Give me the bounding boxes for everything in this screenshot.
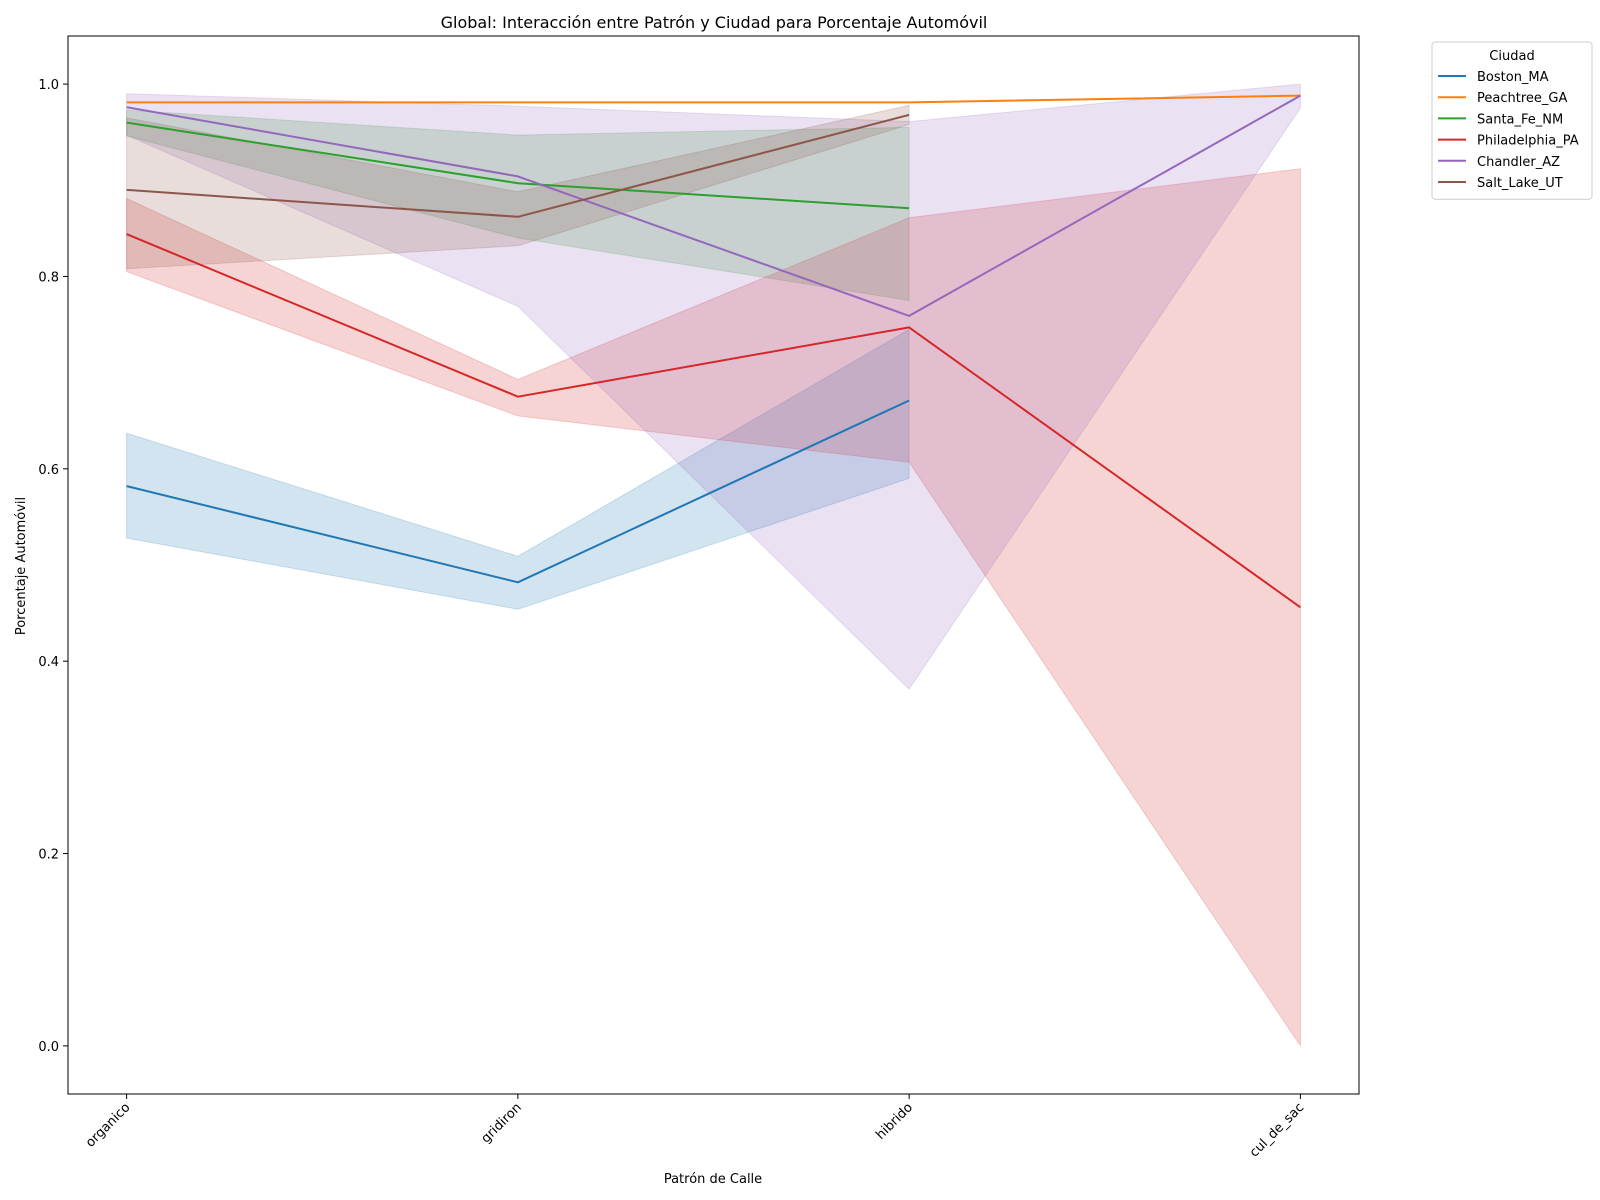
series-line-salt-lake-ut <box>126 113 910 218</box>
y-axis: 0.0 0.2 0.4 0.6 0.8 1.0 <box>38 78 68 1055</box>
y-tick-label: 0.0 <box>38 1040 59 1055</box>
legend-entry: Santa_Fe_NM <box>1477 112 1563 127</box>
series-line-philadelphia-pa <box>126 233 1301 609</box>
y-tick-label: 0.8 <box>38 270 59 285</box>
chart-title: Global: Interacción entre Patrón y Ciuda… <box>441 13 988 32</box>
legend-title: Ciudad <box>1489 49 1534 64</box>
series-line-chandler-az <box>126 94 1301 317</box>
y-axis-label: Porcentaje Automóvil <box>14 497 29 635</box>
series-line-peachtree-ga <box>126 94 1301 104</box>
plot-frame <box>67 35 1360 1095</box>
legend-frame <box>1431 41 1593 200</box>
legend-entry: Salt_Lake_UT <box>1477 176 1563 191</box>
legend-entry: Boston_MA <box>1477 70 1549 85</box>
legend-entry: Philadelphia_PA <box>1477 134 1579 149</box>
legend-entry: Chandler_AZ <box>1477 155 1560 170</box>
series-lines <box>126 94 1301 609</box>
ci-band-chandler-az <box>126 83 1301 690</box>
ci-band-philadelphia-pa <box>126 168 1301 1048</box>
y-tick-label: 0.4 <box>38 655 59 670</box>
y-tick-label: 0.2 <box>38 848 59 863</box>
ci-band-boston-ma <box>126 328 910 610</box>
y-tick-label: 1.0 <box>38 78 59 93</box>
legend-entry: Peachtree_GA <box>1477 91 1567 106</box>
ci-band-salt-lake-ut <box>126 104 910 270</box>
confidence-bands <box>126 83 1301 1048</box>
series-line-boston-ma <box>126 399 910 584</box>
y-tick-label: 0.6 <box>38 463 59 478</box>
ci-band-santa-fe-nm <box>126 109 910 302</box>
x-axis-label: Patrón de Calle <box>664 1172 762 1187</box>
series-line-santa-fe-nm <box>126 121 910 210</box>
legend: Ciudad Boston_MA Peachtree_GA Santa_Fe_NM Ph… <box>1431 41 1593 200</box>
